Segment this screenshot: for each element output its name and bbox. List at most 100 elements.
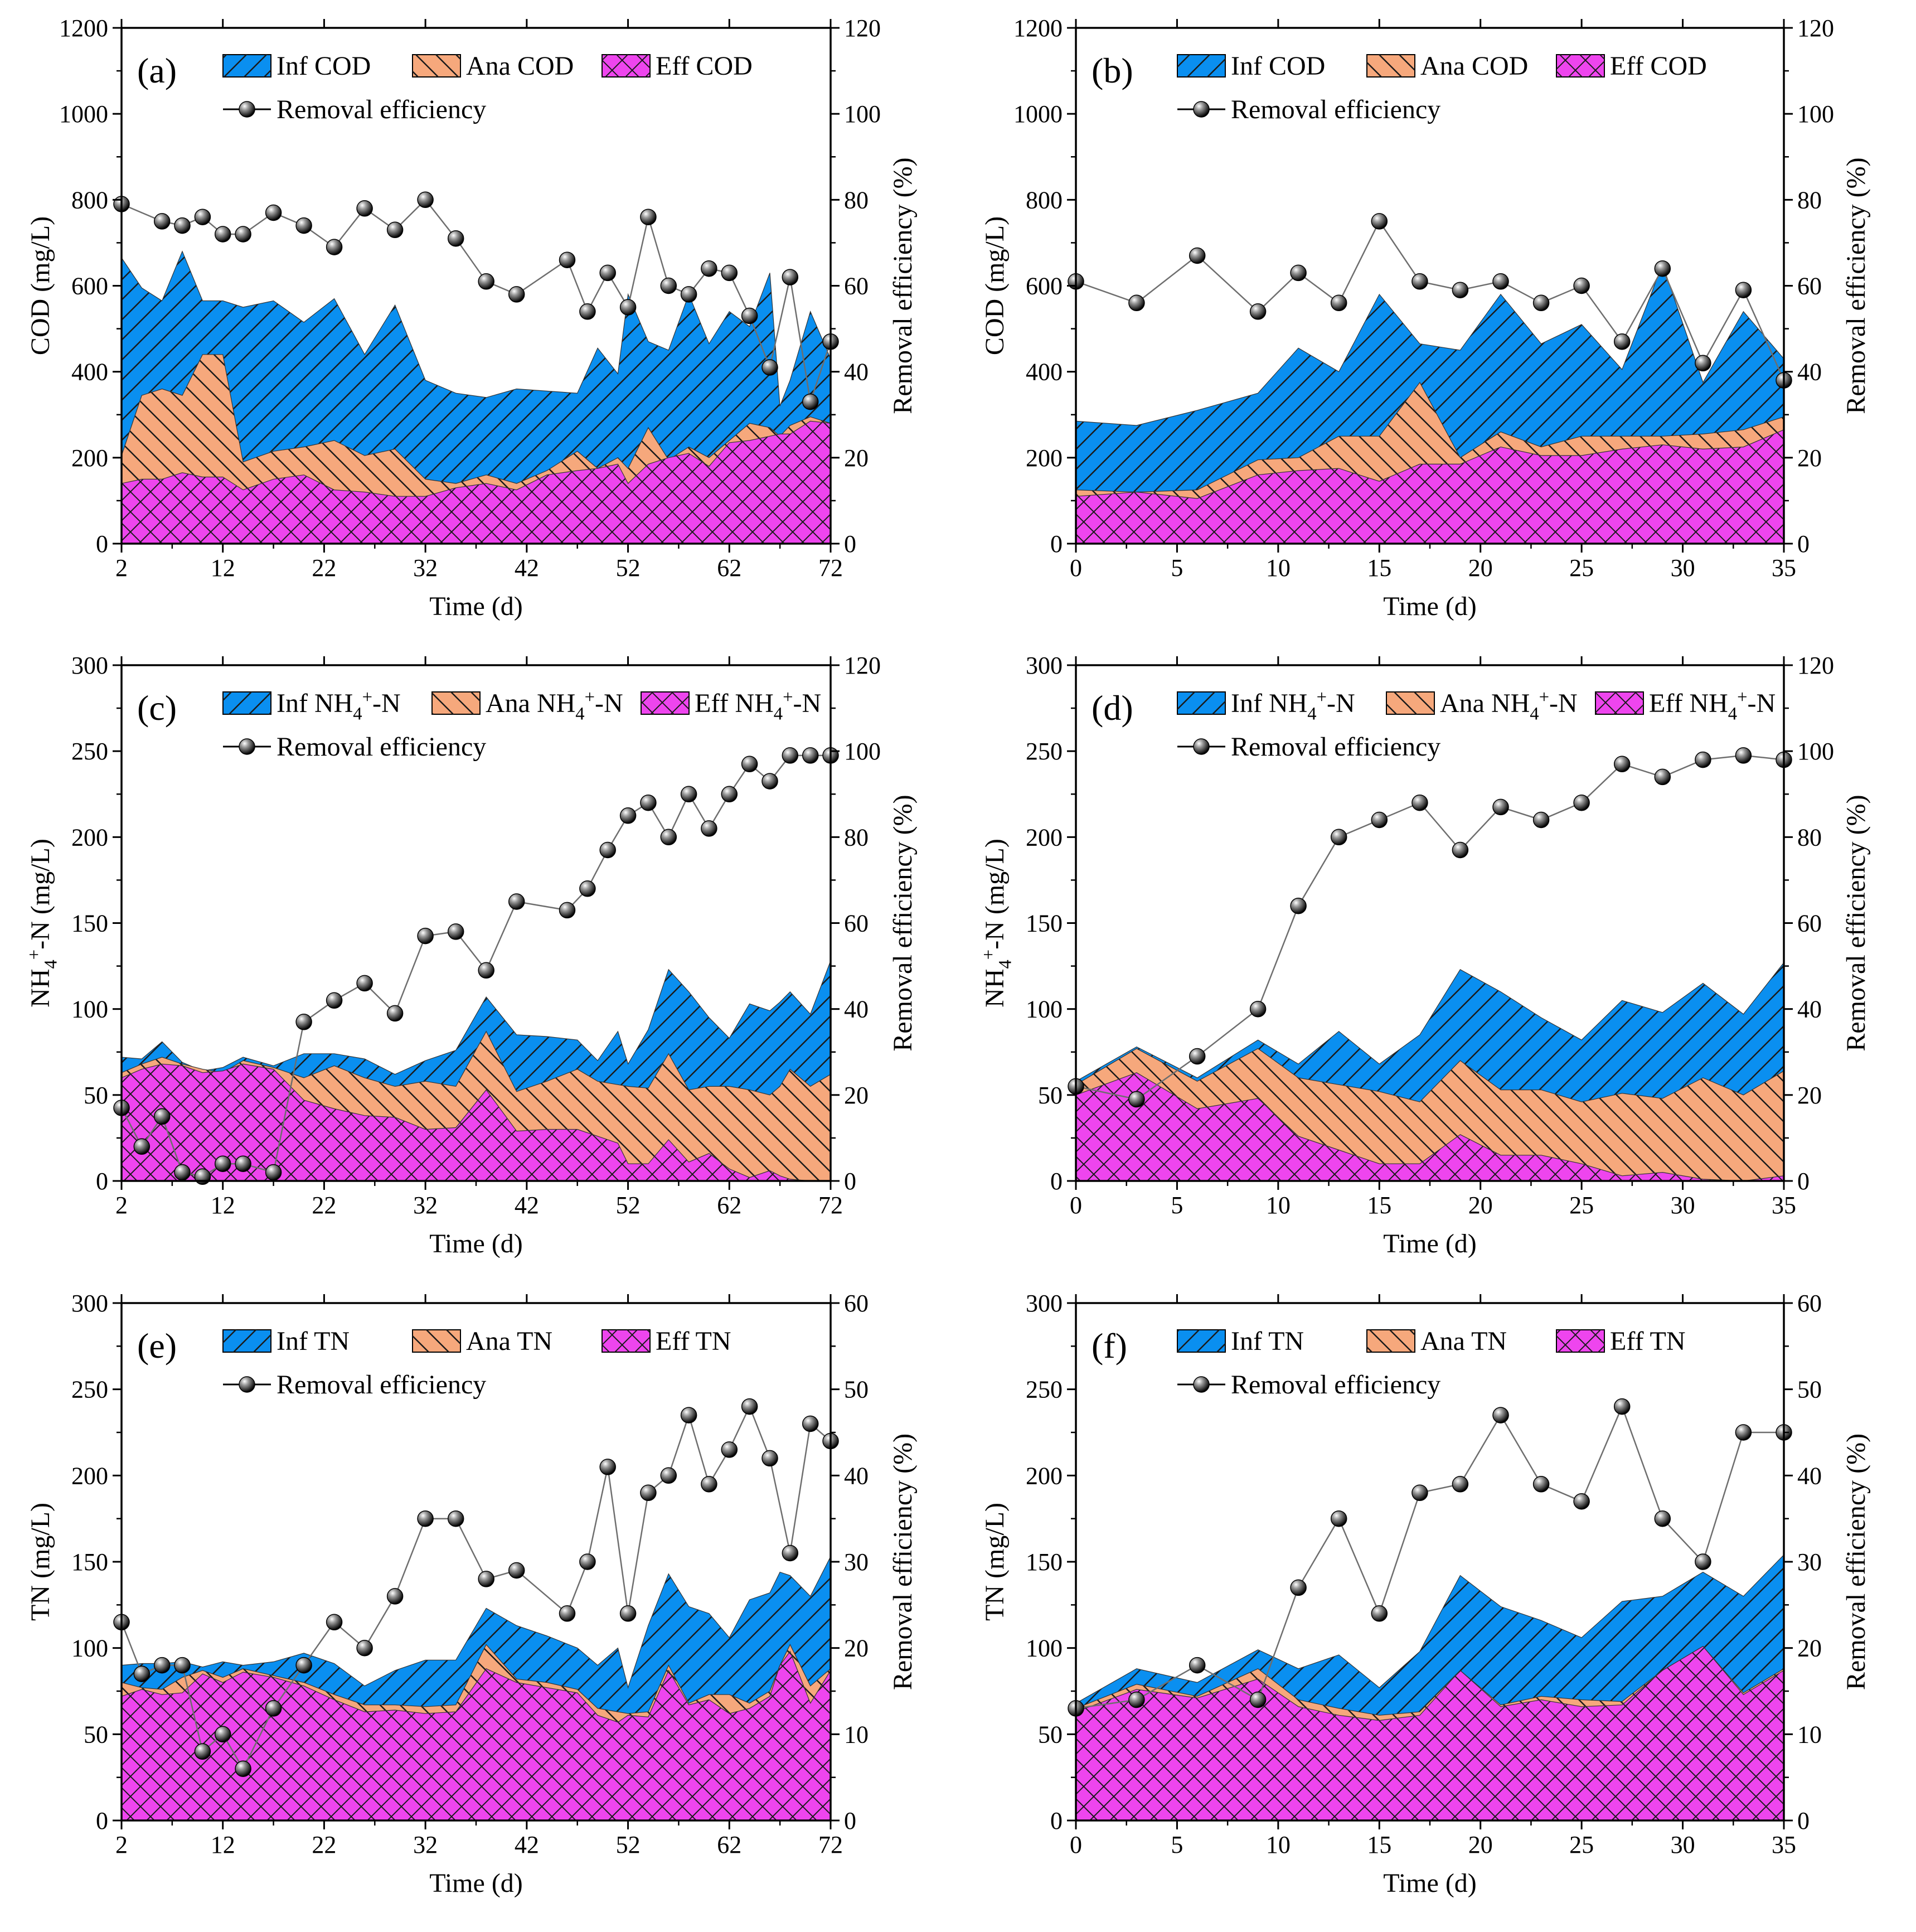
efficiency-point [295, 217, 312, 234]
y2-tick-label: 100 [844, 738, 881, 765]
y-tick-label: 0 [96, 530, 108, 558]
efficiency-point [386, 1588, 404, 1605]
x-axis-title: Time (d) [1383, 1868, 1477, 1898]
panel-label: (b) [1092, 51, 1133, 90]
x-tick-label: 22 [312, 1831, 336, 1858]
legend-swatch-hatch [432, 692, 480, 714]
x-tick-label: 10 [1266, 1831, 1291, 1858]
efficiency-point [579, 303, 596, 320]
y2-tick-label: 40 [1797, 359, 1822, 386]
x-tick-label: 20 [1468, 1831, 1493, 1858]
y-tick-label: 600 [71, 273, 108, 300]
y2-tick-label: 120 [844, 652, 881, 679]
efficiency-point [295, 1014, 312, 1030]
y-axis-title: TN (mg/L) [980, 1503, 1010, 1621]
x-tick-label: 15 [1367, 1192, 1391, 1219]
y-axis-title: NH4+-N (mg/L) [979, 839, 1016, 1008]
x-tick-label: 12 [211, 554, 235, 582]
y-tick-label: 250 [1026, 1376, 1063, 1403]
x-tick-label: 0 [1070, 1831, 1082, 1858]
legend-swatch-hatch [1177, 1330, 1225, 1352]
legend-marker-sample [1193, 1376, 1210, 1393]
efficiency-point [1492, 798, 1509, 816]
y-tick-label: 1000 [59, 100, 108, 128]
efficiency-point [447, 923, 464, 940]
x-tick-label: 42 [515, 554, 539, 582]
efficiency-point [741, 756, 758, 773]
y-tick-label: 1200 [1013, 14, 1063, 42]
y2-tick-label: 60 [1797, 910, 1822, 937]
y-tick-label: 0 [96, 1807, 108, 1834]
y-tick-label: 200 [1026, 824, 1063, 851]
legend: Inf NH4+-N Ana NH4+-N Eff NH4+-N Removal ef… [1177, 687, 1776, 762]
efficiency-point [701, 820, 717, 837]
legend-swatch-hatch [1556, 1330, 1604, 1352]
efficiency-point [153, 1108, 171, 1125]
y2-axis-title: Removal efficiency (%) [1841, 157, 1871, 414]
efficiency-point [174, 1657, 191, 1674]
x-tick-label: 22 [312, 1192, 336, 1219]
efficiency-point [386, 1005, 404, 1022]
y2-tick-label: 120 [844, 14, 881, 42]
efficiency-point [1695, 751, 1711, 768]
efficiency-point [1452, 1476, 1469, 1493]
efficiency-point [802, 1415, 819, 1432]
efficiency-point [741, 1398, 758, 1415]
efficiency-point [1249, 1691, 1267, 1708]
efficiency-point [356, 1639, 373, 1657]
chart-panel-3: 2 12 22 32 42 52 62 720501001502002503000204060… [25, 652, 918, 1258]
legend-swatch-hatch [641, 692, 689, 714]
legend-swatch-hatch [223, 1330, 271, 1352]
efficiency-point [326, 992, 343, 1009]
efficiency-point [680, 786, 697, 803]
efficiency-point [153, 213, 171, 230]
efficiency-point [1654, 1510, 1671, 1527]
x-tick-label: 20 [1468, 1192, 1493, 1219]
y-axis-title: COD (mg/L) [26, 216, 55, 355]
x-tick-label: 12 [211, 1831, 235, 1858]
y2-tick-label: 50 [1797, 1376, 1822, 1403]
efficiency-point [133, 1138, 151, 1155]
y-axis-title: TN (mg/L) [26, 1503, 55, 1621]
x-tick-label: 62 [717, 1192, 741, 1219]
efficiency-point [1128, 1091, 1145, 1108]
efficiency-point [1290, 1579, 1307, 1596]
y-tick-label: 250 [71, 1376, 108, 1403]
efficiency-point [417, 191, 434, 209]
efficiency-point [1654, 260, 1671, 277]
y2-tick-label: 120 [1797, 652, 1834, 679]
efficiency-point [174, 217, 191, 234]
efficiency-point [1735, 282, 1752, 298]
efficiency-point [1330, 829, 1347, 846]
x-tick-label: 62 [717, 554, 741, 582]
y2-tick-label: 60 [844, 910, 869, 937]
efficiency-point [356, 975, 373, 992]
legend-label-eff: Eff COD [656, 51, 753, 81]
efficiency-point [721, 264, 738, 282]
efficiency-point [417, 927, 434, 945]
y-tick-label: 0 [96, 1168, 108, 1195]
x-tick-label: 22 [312, 554, 336, 582]
efficiency-point [508, 893, 525, 910]
efficiency-point [579, 880, 596, 897]
y-tick-label: 1000 [1013, 100, 1063, 128]
efficiency-point [214, 226, 231, 243]
efficiency-point [1573, 794, 1590, 811]
x-tick-label: 42 [515, 1831, 539, 1858]
legend-label-inf: Inf TN [1231, 1326, 1304, 1356]
efficiency-point [680, 286, 697, 303]
panel-label: (c) [137, 688, 177, 728]
x-tick-label: 10 [1266, 1192, 1291, 1219]
legend-marker-sample [239, 101, 255, 118]
chart-panel-1: 2 12 22 32 42 52 62 720200400600800100012000204… [26, 14, 918, 621]
efficiency-point [295, 1657, 312, 1674]
legend-label-efficiency: Removal efficiency [1231, 95, 1440, 124]
efficiency-point [660, 829, 677, 846]
legend-label-eff: Eff COD [1610, 51, 1707, 81]
y2-tick-label: 80 [844, 824, 869, 851]
legend-label-ana: Ana NH4+-N [1440, 687, 1578, 724]
y-tick-label: 50 [1038, 1721, 1063, 1748]
efficiency-point [214, 1726, 231, 1743]
efficiency-point [153, 1657, 171, 1674]
